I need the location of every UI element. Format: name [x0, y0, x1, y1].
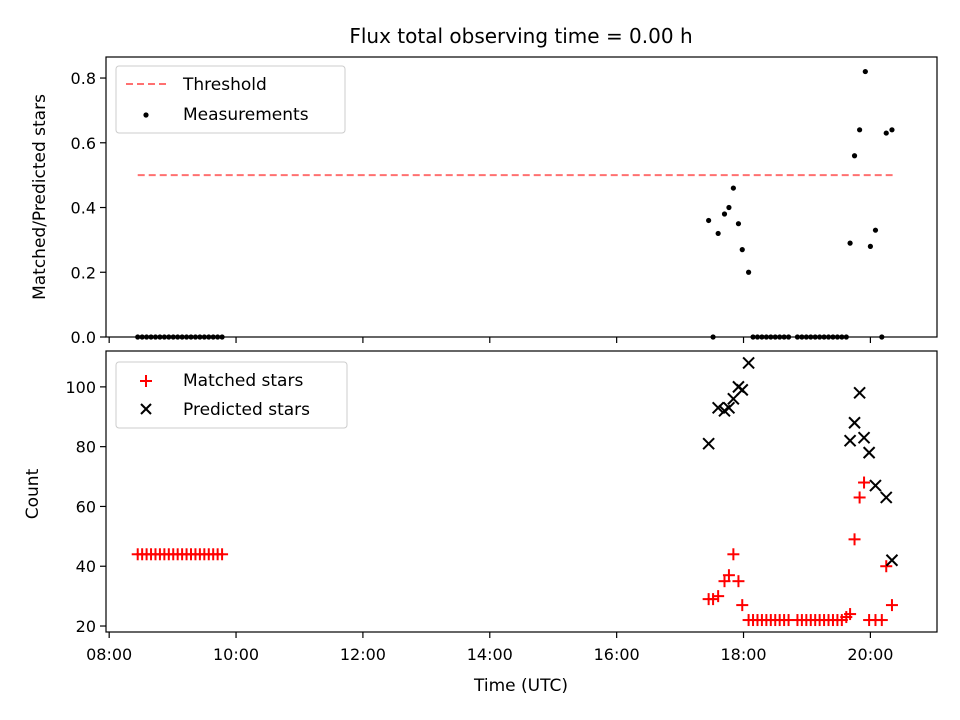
measurement-point	[883, 130, 889, 136]
matched-star-point	[736, 599, 749, 612]
top-y-tick-label: 0.2	[71, 263, 96, 282]
predicted-star-point	[736, 383, 749, 397]
measurement-point	[721, 211, 728, 217]
bottom-panel: 20 40 60 80 100 08:00 10:00 12:00 14:00 16:00 18:…	[23, 350, 938, 696]
bottom-x-tick-label: 08:00	[86, 645, 132, 664]
measurement-point	[862, 68, 868, 75]
matched-star-point	[216, 548, 229, 561]
top-panel: 0.00.20.40.60.8 Matched/Predicted stars …	[30, 56, 938, 347]
predicted-legend-label: Predicted stars	[183, 400, 310, 420]
bottom-y-tick-label: 60	[76, 497, 96, 516]
measurement-point	[889, 127, 895, 133]
bottom-x-tick-label: 20:00	[847, 645, 893, 664]
matched-star-point	[853, 491, 866, 504]
matched-star-point	[727, 548, 740, 561]
matched-star-point	[858, 476, 871, 489]
top-y-tick-label: 0.4	[71, 199, 96, 218]
bottom-y-tick-label: 100	[65, 378, 96, 397]
predicted-star-point	[885, 554, 899, 567]
threshold-legend-label: Threshold	[182, 75, 267, 95]
bottom-legend: Matched stars Predicted stars	[115, 361, 348, 429]
measurement-point	[706, 217, 712, 224]
matched-star-point	[885, 599, 898, 612]
top-y-tick-label: 0.6	[71, 134, 96, 153]
predicted-star-point	[857, 431, 871, 444]
bottom-y-axis-label: Count	[23, 468, 43, 519]
predicted-star-point	[869, 479, 882, 492]
measurement-point	[730, 185, 736, 191]
top-y-tick-label: 0.8	[71, 69, 96, 88]
measurement-point	[851, 153, 858, 159]
bottom-x-tick-label: 18:00	[720, 645, 766, 664]
top-y-axis-label: Matched/Predicted stars	[30, 94, 50, 300]
predicted-star-point	[862, 446, 876, 459]
measurements-legend-label: Measurements	[183, 105, 309, 125]
bottom-y-tick-label: 40	[76, 557, 96, 576]
matched-star-point	[732, 575, 745, 588]
matched-star-point	[722, 569, 735, 582]
measurement-point	[847, 240, 853, 246]
matched-star-point	[875, 614, 888, 627]
top-legend: Threshold Measurements	[115, 65, 346, 134]
predicted-star-point	[880, 491, 893, 504]
predicted-star-point	[722, 401, 736, 415]
predicted-star-point	[711, 401, 725, 415]
measurement-point	[735, 221, 742, 227]
predicted-star-point	[702, 437, 715, 450]
bottom-axes-frame	[105, 350, 938, 633]
top-legend-box	[115, 65, 346, 134]
chart-title: Flux total observing time = 0.00 h	[349, 24, 692, 48]
matched-star-point	[844, 608, 857, 621]
matched-star-point	[880, 560, 893, 573]
predicted-star-point	[843, 434, 857, 447]
measurement-point	[726, 204, 732, 211]
bottom-x-tick-label: 10:00	[213, 645, 259, 664]
matched-star-point	[848, 533, 861, 546]
bottom-x-tick-label: 12:00	[340, 645, 386, 664]
bottom-y-tick-label: 20	[76, 617, 96, 636]
measurement-point	[715, 230, 721, 237]
bottom-legend-box	[115, 361, 348, 429]
bottom-x-axis-label: Time (UTC)	[473, 676, 568, 696]
predicted-star-point	[853, 386, 866, 400]
measurement-point	[739, 247, 745, 253]
top-axes-frame	[105, 56, 938, 338]
bottom-x-tick-label: 16:00	[594, 645, 640, 664]
predicted-legend-swatch	[140, 403, 152, 415]
matched-legend-swatch	[140, 375, 152, 387]
predicted-star-point	[848, 416, 861, 429]
top-y-tick-label: 0.0	[71, 328, 96, 347]
matched-star-point	[712, 590, 725, 603]
matched-star-point	[707, 593, 720, 606]
measurement-point	[872, 227, 879, 233]
measurement-point	[857, 127, 863, 133]
measurements-legend-swatch	[143, 112, 149, 118]
matched-legend-label: Matched stars	[183, 371, 303, 391]
measurement-point	[745, 269, 752, 275]
measurement-point	[867, 243, 873, 249]
predicted-star-point	[742, 356, 755, 370]
bottom-y-tick-label: 80	[76, 438, 96, 457]
bottom-x-tick-label: 14:00	[467, 645, 513, 664]
